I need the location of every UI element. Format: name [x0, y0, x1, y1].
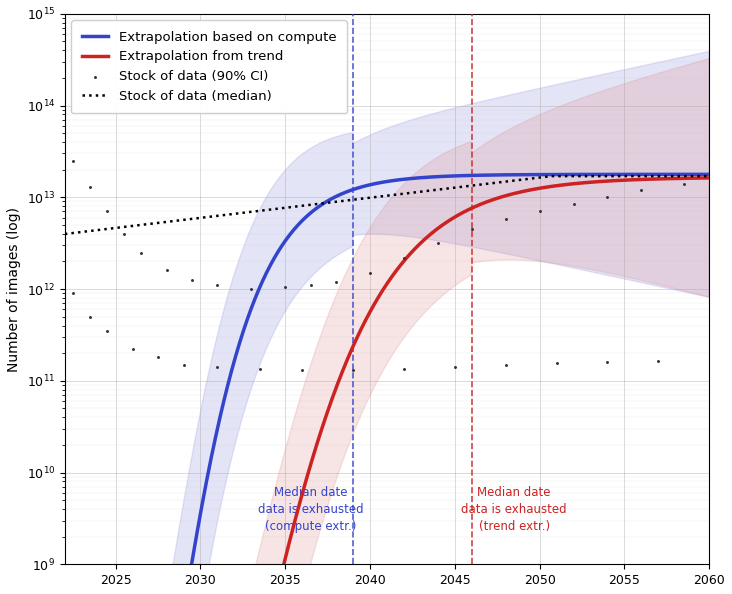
Point: [550, 359, 562, 368]
Extrapolation from trend: [575, 179, 583, 187]
Point: [432, 238, 444, 248]
Point: [449, 363, 460, 372]
Extrapolation based on compute: [705, 170, 714, 178]
Point: [127, 345, 138, 354]
Stock of data (90% CI): [67, 156, 79, 166]
Text: Median date
data is exhausted
(compute extr.): Median date data is exhausted (compute e…: [258, 486, 364, 533]
Point: [186, 276, 198, 285]
Extrapolation from trend: [563, 181, 572, 188]
Point: [119, 229, 130, 239]
Point: [398, 364, 410, 374]
Point: [652, 356, 664, 365]
Point: [602, 192, 613, 202]
Line: Extrapolation based on compute: Extrapolation based on compute: [65, 174, 709, 594]
Extrapolation based on compute: [321, 199, 330, 206]
Point: [178, 360, 190, 369]
Extrapolation based on compute: [503, 171, 512, 178]
Stock of data (median): [548, 173, 556, 180]
Point: [466, 225, 478, 234]
Point: [398, 253, 410, 263]
Point: [245, 285, 257, 294]
Stock of data (median): [444, 185, 452, 192]
Stock of data (median): [367, 194, 376, 201]
Point: [84, 312, 96, 321]
Point: [101, 207, 113, 216]
Point: [67, 289, 79, 298]
Point: [212, 363, 223, 372]
Point: [635, 185, 647, 195]
Stock of data (median): [690, 173, 699, 180]
Extrapolation based on compute: [344, 188, 353, 195]
Point: [84, 182, 96, 192]
Point: [500, 214, 512, 224]
Stock of data (median): [61, 230, 70, 238]
Text: Median date
data is exhausted
(trend extr.): Median date data is exhausted (trend ext…: [461, 486, 567, 533]
Line: Extrapolation from trend: Extrapolation from trend: [65, 178, 709, 594]
Point: [347, 365, 359, 375]
Point: [365, 268, 376, 277]
Y-axis label: Number of images (log): Number of images (log): [7, 207, 21, 371]
Point: [152, 353, 164, 362]
Stock of data (median): [590, 173, 599, 180]
Point: [500, 360, 512, 369]
Legend: Extrapolation based on compute, Extrapolation from trend, Stock of data (90% CI): Extrapolation based on compute, Extrapol…: [72, 20, 347, 113]
Extrapolation based on compute: [563, 171, 572, 178]
Point: [212, 280, 223, 290]
Extrapolation from trend: [344, 353, 353, 360]
Stock of data (median): [370, 194, 379, 201]
Point: [534, 207, 545, 216]
Stock of data (median): [409, 189, 418, 196]
Point: [330, 277, 342, 286]
Extrapolation from trend: [705, 175, 714, 182]
Point: [254, 364, 266, 374]
Point: [161, 266, 173, 275]
Point: [602, 358, 613, 367]
Point: [678, 179, 690, 189]
Point: [101, 326, 113, 336]
Extrapolation from trend: [503, 192, 512, 199]
Point: [135, 248, 147, 257]
Extrapolation from trend: [321, 415, 330, 422]
Stock of data (median): [705, 173, 714, 180]
Line: Stock of data (median): Stock of data (median): [65, 176, 709, 234]
Point: [280, 282, 291, 292]
Point: [568, 199, 580, 208]
Point: [305, 280, 316, 290]
Extrapolation based on compute: [575, 171, 583, 178]
Point: [296, 365, 308, 375]
